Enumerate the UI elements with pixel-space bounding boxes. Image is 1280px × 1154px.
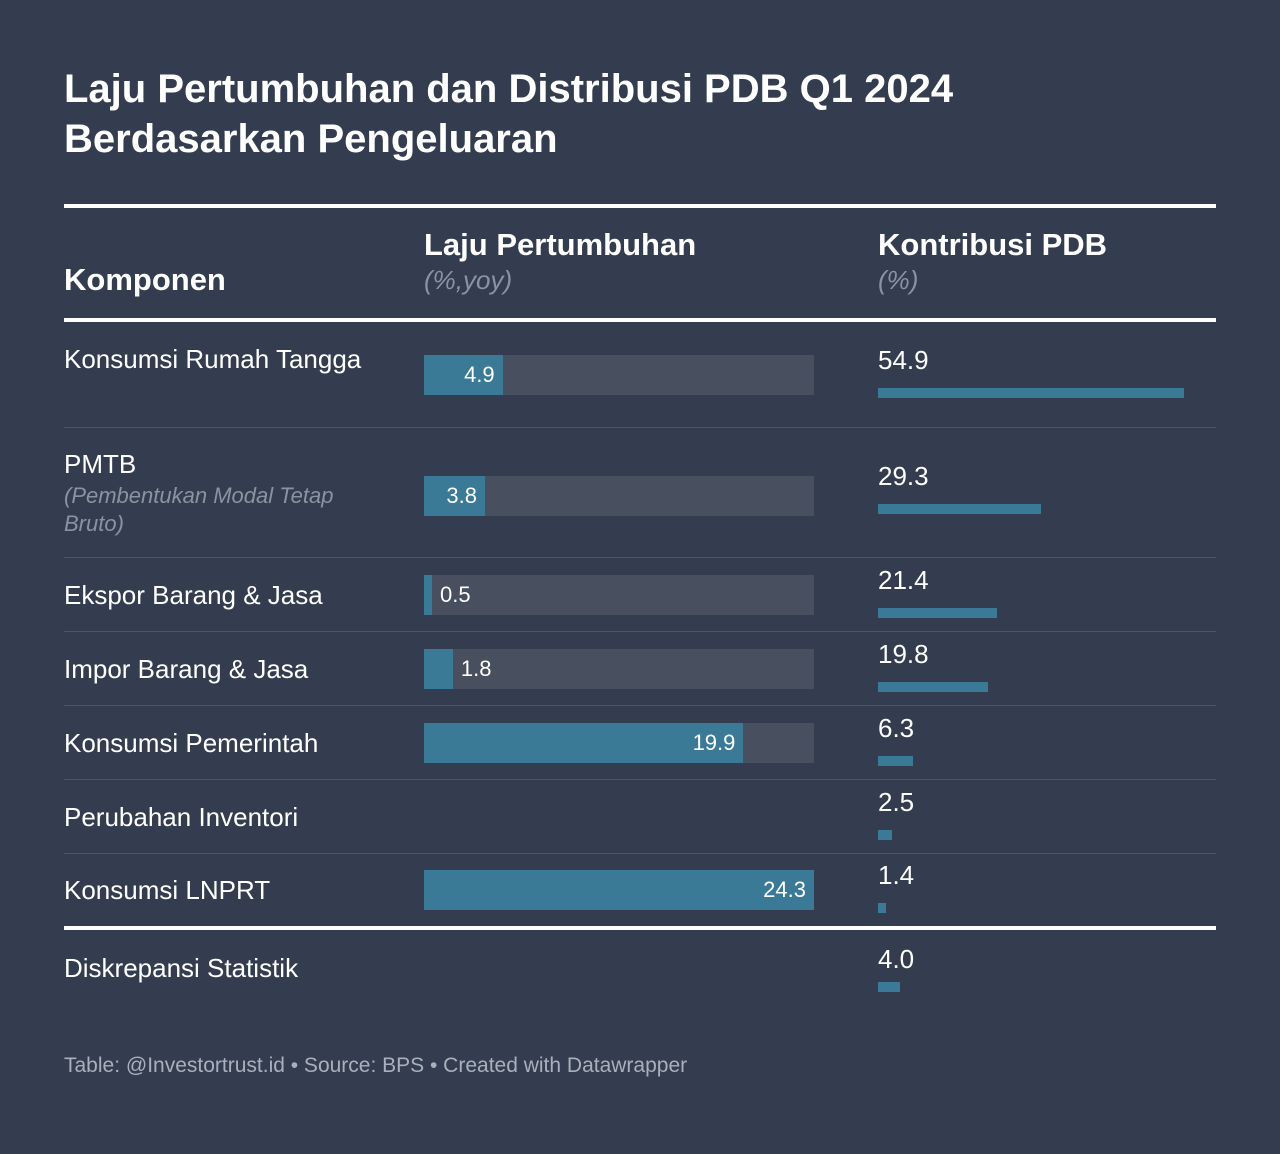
table-row: Impor Barang & Jasa 1.8 19.8 — [0, 632, 1280, 705]
growth-bar-track: 19.9 — [424, 722, 814, 763]
row-label-text: Ekspor Barang & Jasa — [64, 579, 323, 610]
row-label-text: Perubahan Inventori — [64, 801, 299, 832]
growth-bar — [424, 354, 503, 395]
growth-bar-track: 24.3 — [424, 870, 814, 910]
header-growth-title: Laju Pertumbuhan — [424, 227, 697, 262]
growth-bar — [424, 648, 453, 689]
summary-contribution-value: 4.0 — [878, 944, 915, 974]
growth-value-label: 4.9 — [464, 361, 495, 387]
growth-value-label: 24.3 — [763, 877, 806, 902]
summary-label: Diskrepansi Statistik — [64, 953, 299, 983]
growth-value-label: 3.8 — [446, 482, 477, 508]
header-bottom-rule — [64, 318, 1216, 322]
growth-bar-track: 4.9 — [424, 354, 814, 395]
table-row: Perubahan Inventori 2.5 — [0, 780, 1280, 853]
growth-bar — [424, 870, 814, 910]
contribution-value-label: 6.3 — [878, 712, 915, 743]
row-label: Konsumsi Rumah Tangga — [64, 343, 384, 375]
contribution-value-label: 1.4 — [878, 860, 915, 890]
contribution-bar — [878, 829, 892, 840]
header-contribution-title: Kontribusi PDB — [878, 227, 1108, 262]
row-label: Konsumsi LNPRT — [64, 874, 384, 906]
contribution-value-label: 19.8 — [878, 638, 929, 669]
header-growth-unit: (%,yoy) — [424, 265, 513, 295]
growth-bar — [424, 722, 744, 763]
header-component: Komponen — [64, 262, 226, 297]
row-label: PMTB (Pembentukan Modal Tetap Bruto) — [64, 448, 384, 538]
row-separator — [64, 779, 1216, 780]
contribution-bar — [878, 903, 886, 913]
table-row: Konsumsi Pemerintah 19.9 6.3 — [0, 706, 1280, 779]
header-top-rule — [64, 204, 1216, 208]
growth-value-label: 1.8 — [460, 655, 492, 681]
row-label-text: Konsumsi LNPRT — [64, 875, 271, 905]
title-line-1: Laju Pertumbuhan dan Distribusi PDB Q1 2… — [64, 67, 954, 111]
growth-bar-track: 1.8 — [424, 648, 814, 689]
growth-bar — [424, 574, 433, 615]
row-label-text: Konsumsi Pemerintah — [64, 727, 319, 758]
row-label-text: Konsumsi Rumah Tangga — [64, 343, 362, 374]
growth-bar-track: 3.8 — [424, 475, 814, 516]
contribution-bar — [878, 503, 1042, 514]
row-label: Perubahan Inventori — [64, 801, 384, 833]
summary-contribution-bar — [878, 982, 901, 992]
header-growth: Laju Pertumbuhan (%,yoy) — [424, 226, 696, 296]
table-row: Konsumsi LNPRT 24.3 1.4 — [0, 854, 1280, 926]
contribution-bar — [878, 607, 998, 618]
row-separator — [64, 853, 1216, 854]
row-label: Konsumsi Pemerintah — [64, 727, 384, 759]
contribution-value-label: 54.9 — [878, 344, 929, 375]
table-row: Ekspor Barang & Jasa 0.5 21.4 — [0, 558, 1280, 631]
row-label-text: PMTB — [64, 449, 137, 479]
chart-title: Laju Pertumbuhan dan Distribusi PDB Q1 2… — [64, 64, 1214, 164]
contribution-value-label: 2.5 — [878, 786, 915, 817]
growth-value-label: 0.5 — [440, 581, 471, 607]
contribution-value-label: 21.4 — [878, 564, 929, 595]
header-contribution: Kontribusi PDB (%) — [878, 226, 1107, 296]
table-row: PMTB (Pembentukan Modal Tetap Bruto) 3.8 29… — [0, 428, 1280, 557]
row-label: Impor Barang & Jasa — [64, 653, 384, 685]
row-separator — [64, 427, 1216, 428]
header-contribution-unit: (%) — [878, 265, 919, 295]
contribution-value-label: 29.3 — [878, 460, 929, 491]
growth-bar — [424, 475, 485, 516]
row-separator — [64, 705, 1216, 706]
row-label-text: Impor Barang & Jasa — [64, 653, 309, 684]
contribution-bar — [878, 387, 1184, 398]
contribution-bar — [878, 755, 914, 766]
contribution-bar — [878, 681, 989, 692]
footer-credit: Table: @Investortrust.id • Source: BPS •… — [64, 1054, 688, 1077]
summary-rule — [64, 926, 1216, 930]
row-separator — [64, 557, 1216, 558]
title-line-2: Berdasarkan Pengeluaran — [64, 117, 558, 161]
growth-bar-track: 0.5 — [424, 574, 814, 615]
row-sublabel: (Pembentukan Modal Tetap Bruto) — [64, 483, 334, 536]
row-separator — [64, 631, 1216, 632]
growth-value-label: 19.9 — [692, 729, 736, 755]
summary-row: Diskrepansi Statistik 4.0 — [0, 930, 1280, 1006]
row-label: Ekspor Barang & Jasa — [64, 579, 384, 611]
table-row: Konsumsi Rumah Tangga 4.9 54.9 — [0, 322, 1280, 427]
